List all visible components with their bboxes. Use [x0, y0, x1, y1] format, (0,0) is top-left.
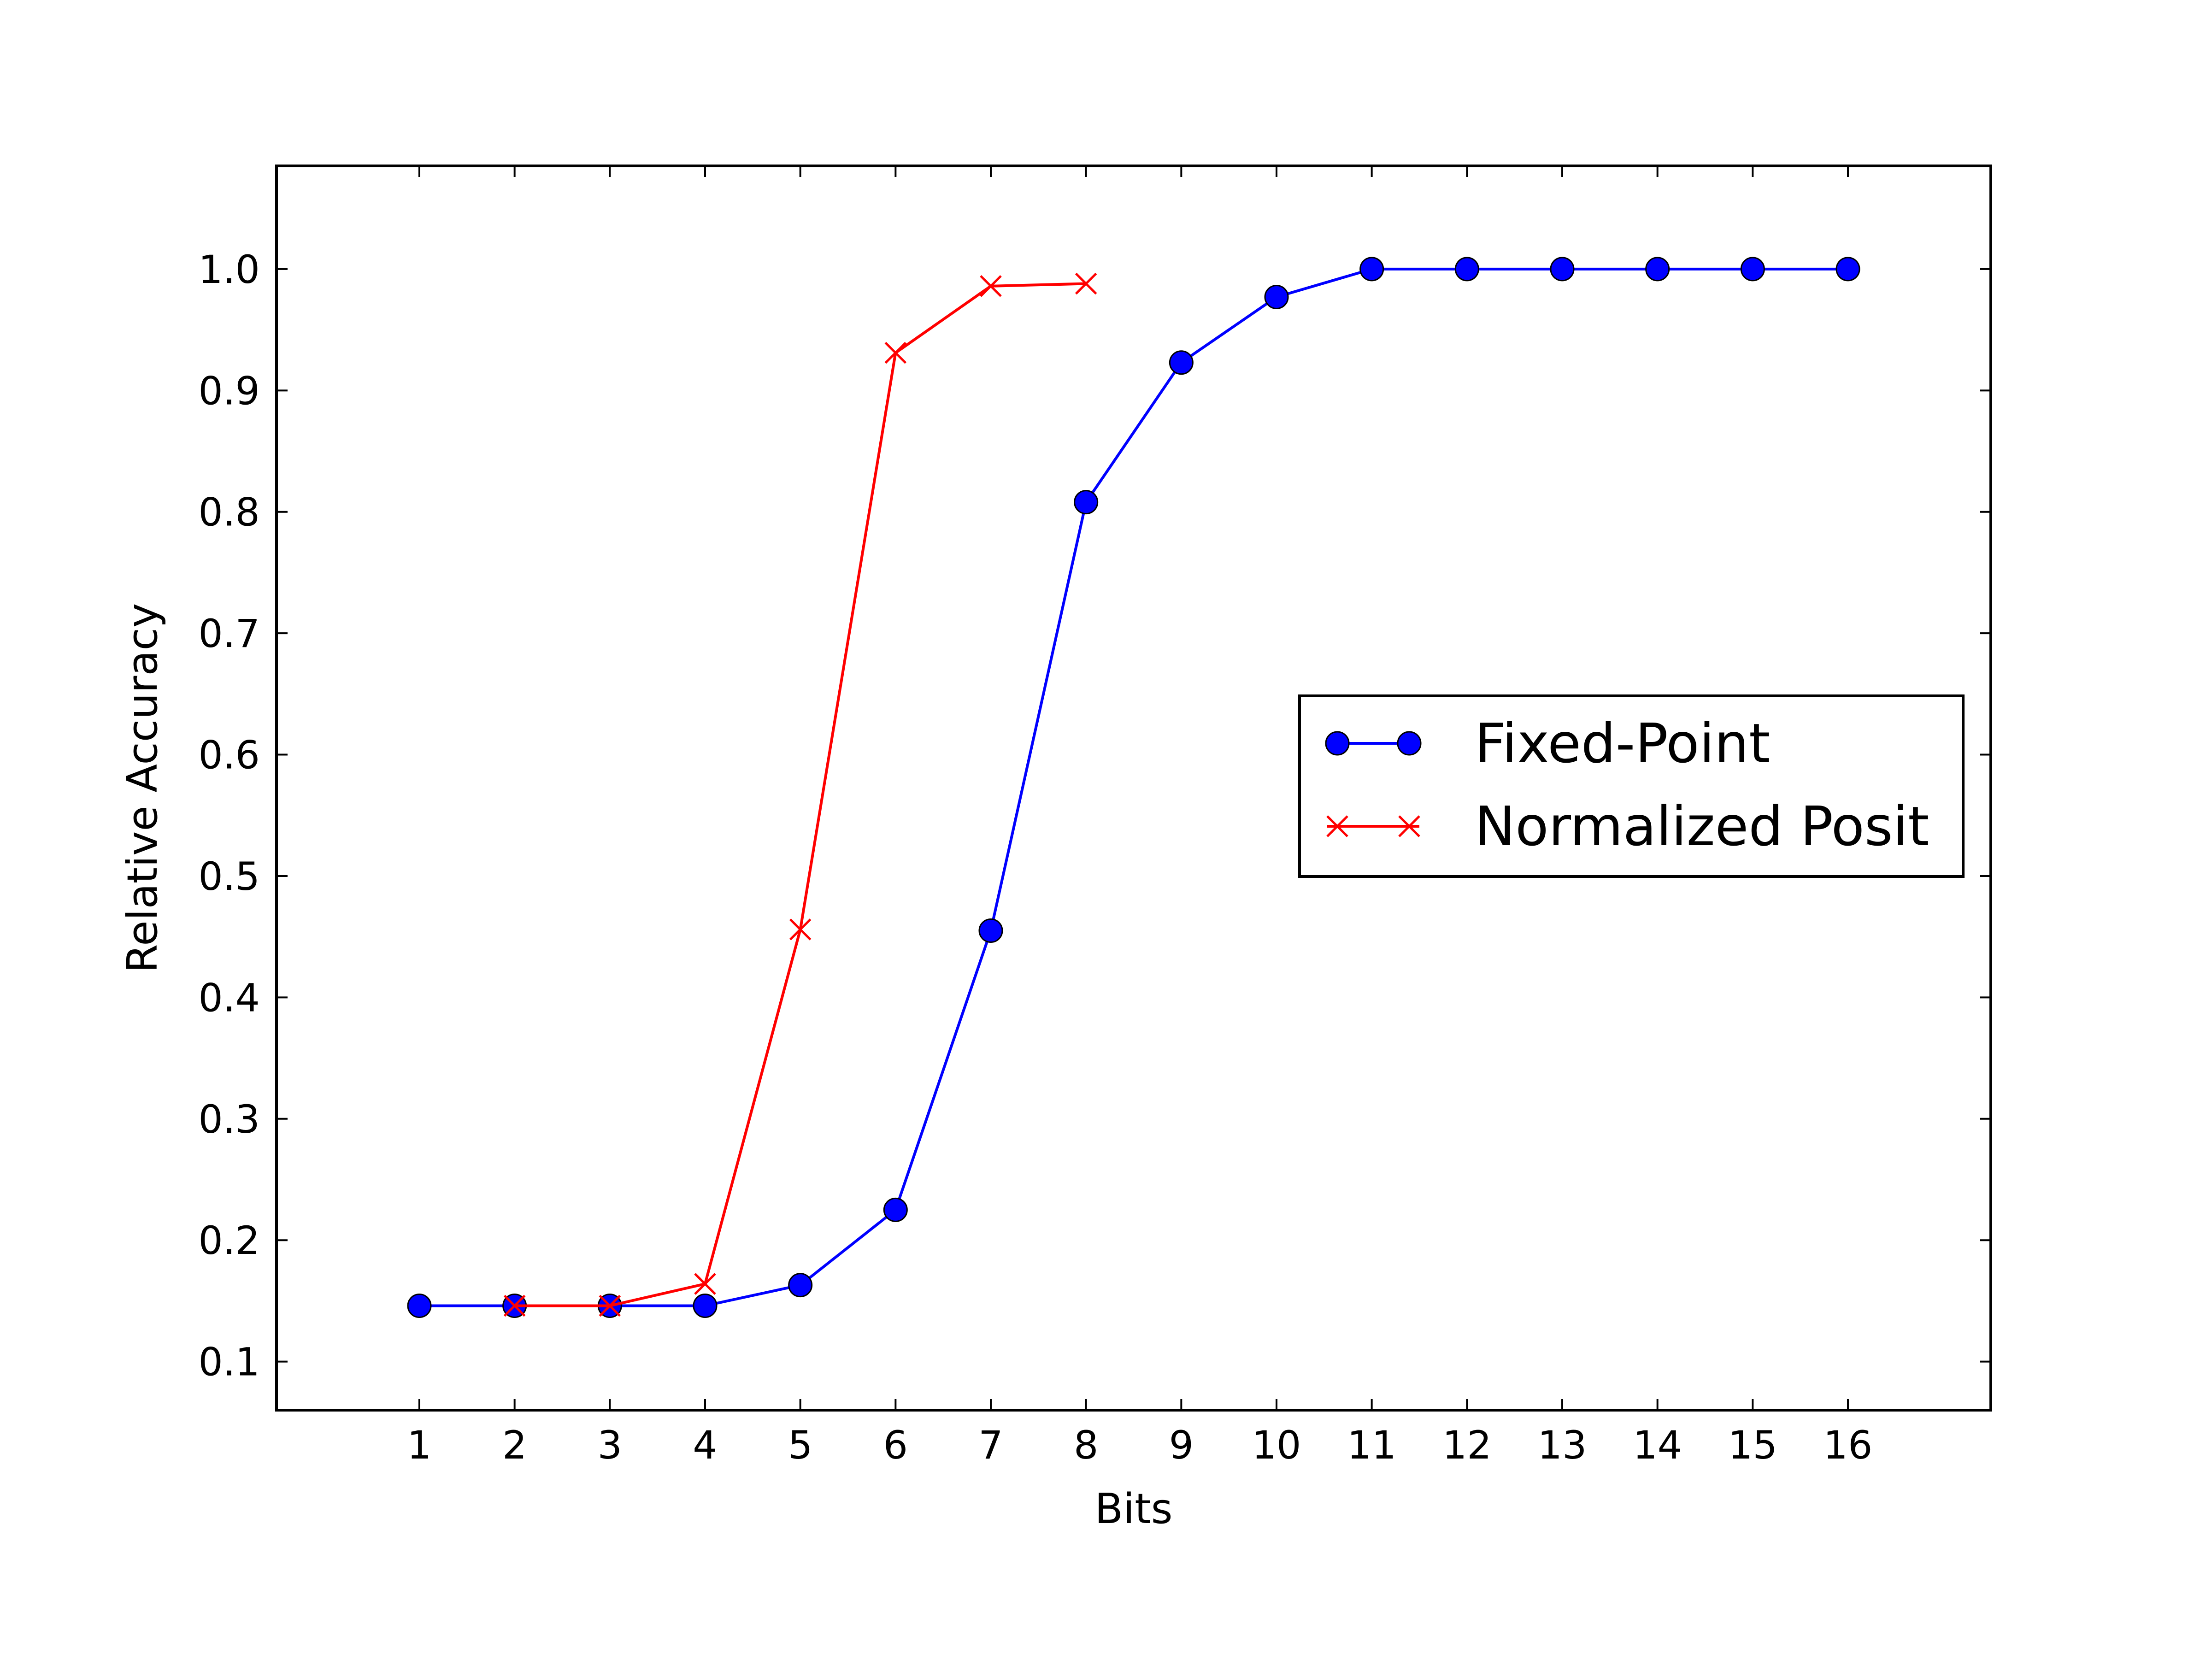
y-tick-label: 0.9 [198, 368, 260, 413]
legend-box [1298, 694, 1965, 878]
legend-marker-fixed-point [1397, 731, 1422, 756]
data-point-normalized-posit [884, 341, 907, 364]
x-tick-label: 5 [788, 1423, 812, 1468]
legend-label-normalized-posit: Normalized Posit [1475, 794, 1929, 858]
x-tick-label: 1 [407, 1423, 431, 1468]
y-tick-label: 0.1 [198, 1340, 260, 1385]
legend-marker-fixed-point [1325, 731, 1350, 756]
x-tick-label: 6 [883, 1423, 908, 1468]
x-tick-label: 10 [1252, 1423, 1301, 1468]
y-tick-label: 0.6 [198, 733, 260, 778]
data-point-fixed-point [1740, 257, 1765, 282]
y-tick-label: 1.0 [198, 247, 260, 292]
data-point-fixed-point [693, 1293, 718, 1318]
data-point-normalized-posit [980, 275, 1002, 297]
x-tick-label: 8 [1074, 1423, 1098, 1468]
y-tick-label: 0.8 [198, 490, 260, 535]
y-tick-label: 0.3 [198, 1097, 260, 1142]
legend-marker-normalized-posit [1326, 815, 1348, 837]
y-axis-label: Relative Accuracy [118, 603, 167, 973]
x-tick-label: 3 [598, 1423, 622, 1468]
legend-marker-normalized-posit [1398, 815, 1420, 837]
y-tick-label: 0.4 [198, 975, 260, 1020]
x-tick-label: 9 [1169, 1423, 1194, 1468]
data-point-normalized-posit [599, 1294, 621, 1317]
legend-entry-fixed-point: Fixed-Point [1325, 712, 1770, 775]
data-point-fixed-point [788, 1273, 813, 1298]
data-point-fixed-point [1550, 257, 1575, 282]
y-tick-label: 0.7 [198, 611, 260, 656]
data-point-fixed-point [407, 1293, 432, 1318]
y-tick-label: 0.5 [198, 854, 260, 899]
data-point-fixed-point [978, 918, 1003, 943]
x-tick-label: 16 [1824, 1423, 1873, 1468]
data-point-fixed-point [1645, 257, 1670, 282]
x-tick-label: 11 [1347, 1423, 1396, 1468]
y-tick-label: 0.2 [198, 1218, 260, 1263]
series-normalized-posit [503, 272, 1097, 1317]
tick-layer: 1 2 3 4 5 6 7 8 9 10 11 12 13 14 15 160.10.20.30.40.50.… [198, 166, 1991, 1468]
legend-label-fixed-point: Fixed-Point [1475, 712, 1770, 775]
data-point-fixed-point [1074, 490, 1099, 515]
series-line-fixed-point [419, 267, 1848, 1307]
legend-entry-normalized-posit: Normalized Posit [1326, 794, 1929, 858]
data-point-fixed-point [1454, 257, 1479, 282]
x-tick-label: 13 [1538, 1423, 1587, 1468]
x-tick-label: 2 [502, 1423, 527, 1468]
x-tick-label: 15 [1728, 1423, 1777, 1468]
legend: Fixed-Point Normalized Posit [1298, 694, 1965, 878]
data-point-normalized-posit [694, 1273, 716, 1295]
data-point-fixed-point [1835, 257, 1860, 282]
x-tick-label: 4 [693, 1423, 717, 1468]
data-point-normalized-posit [503, 1294, 526, 1317]
data-point-fixed-point [1264, 284, 1289, 309]
plot-area-frame [275, 165, 1992, 1412]
data-point-fixed-point [1359, 257, 1384, 282]
data-point-fixed-point [1169, 350, 1194, 375]
x-tick-label: 7 [978, 1423, 1003, 1468]
x-tick-label: 14 [1633, 1423, 1682, 1468]
series-layer [407, 257, 1860, 1318]
data-point-fixed-point [883, 1197, 908, 1222]
x-axis-label: Bits [1095, 1485, 1173, 1533]
x-tick-label: 12 [1442, 1423, 1492, 1468]
data-point-normalized-posit [789, 918, 812, 941]
data-point-normalized-posit [1075, 272, 1097, 295]
